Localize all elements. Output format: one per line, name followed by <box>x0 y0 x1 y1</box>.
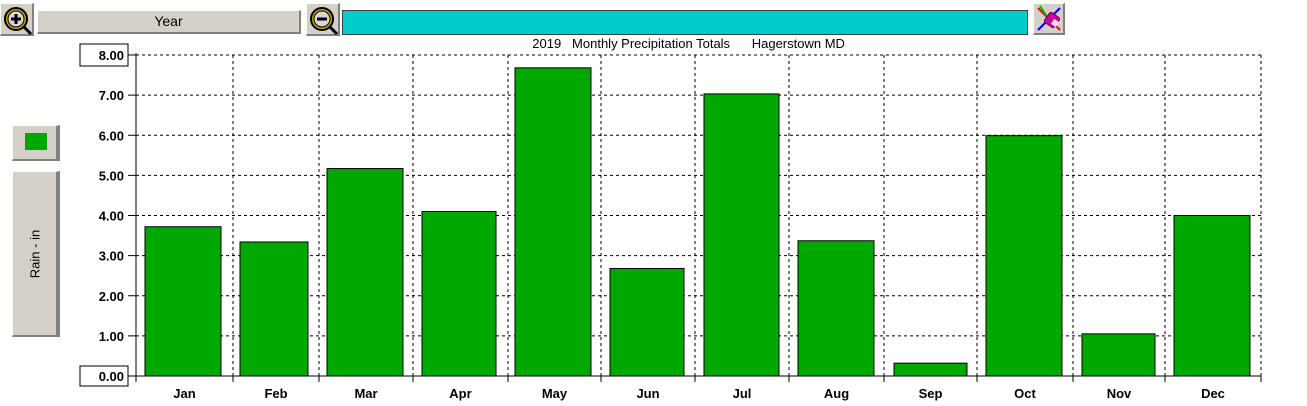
zoom-out-button[interactable] <box>306 3 340 36</box>
zoom-out-magnifier-icon <box>310 7 339 35</box>
chart-title-bar: 2019 Monthly Precipitation Totals Hagers… <box>342 10 1028 51</box>
eraser-icon <box>1037 5 1061 31</box>
bar-sep <box>893 362 968 377</box>
bar-jun <box>609 267 685 377</box>
y-min-label-box <box>79 365 129 387</box>
series-color-button[interactable] <box>12 125 60 161</box>
y-tick-label: 4.00 <box>99 209 124 224</box>
y-tick-label: 1.00 <box>99 329 124 344</box>
x-category-label: Feb <box>264 386 287 401</box>
bar-jul <box>703 93 780 377</box>
x-category-label: Oct <box>1014 386 1036 401</box>
y-tick-label: 6.00 <box>99 128 124 143</box>
bar-oct <box>985 135 1063 377</box>
x-category-label: Mar <box>354 386 377 401</box>
y-tick-label: 0.00 <box>99 369 124 384</box>
clear-button[interactable] <box>1033 3 1065 35</box>
period-label: Year <box>154 13 183 29</box>
bar-mar <box>326 168 404 377</box>
bar-apr <box>421 210 497 377</box>
x-category-label: Dec <box>1201 386 1225 401</box>
x-category-label: Jun <box>636 386 659 401</box>
bar-jan <box>144 226 222 377</box>
x-category-label: Apr <box>449 386 471 401</box>
bar-feb <box>239 241 309 377</box>
y-tick-label: 2.00 <box>99 289 124 304</box>
chart-title: 2019 Monthly Precipitation Totals Hagers… <box>532 36 845 51</box>
x-category-label: Nov <box>1107 386 1132 401</box>
zoom-in-magnifier-icon <box>4 7 33 35</box>
y-tick-label: 3.00 <box>99 249 124 264</box>
period-select-button[interactable]: Year <box>37 10 301 34</box>
x-category-label: Jul <box>733 386 752 401</box>
x-category-label: May <box>542 386 568 401</box>
x-category-label: Aug <box>824 386 849 401</box>
y-max-label-box <box>79 43 129 67</box>
series-color-swatch <box>25 133 47 150</box>
y-tick-label: 7.00 <box>99 88 124 103</box>
x-category-label: Sep <box>919 386 943 401</box>
bar-nov <box>1081 333 1156 377</box>
y-tick-label: 5.00 <box>99 168 124 183</box>
bar-dec <box>1173 215 1251 377</box>
y-axis-units-button[interactable]: Rain - in <box>12 171 60 337</box>
bar-may <box>514 67 592 377</box>
y-tick-label: 8.00 <box>99 48 124 63</box>
bar-aug <box>797 240 875 377</box>
zoom-in-button[interactable] <box>0 3 34 36</box>
x-category-label: Jan <box>173 386 195 401</box>
